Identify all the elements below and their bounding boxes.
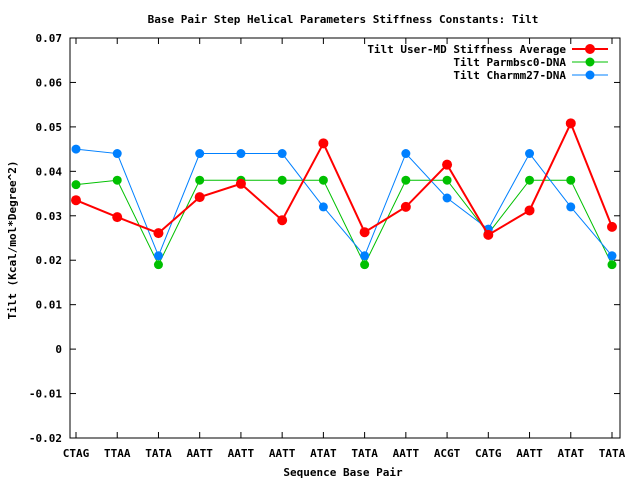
data-point (400, 201, 411, 212)
data-point (442, 175, 452, 185)
legend-label: Tilt Parmbsc0-DNA (453, 56, 566, 69)
legend-swatch-point (585, 57, 595, 67)
data-point (607, 221, 617, 232)
x-tick-label: AATT (228, 447, 255, 460)
y-tick-label: -0.01 (29, 388, 62, 401)
data-point (360, 260, 370, 270)
data-point (359, 227, 370, 238)
data-point (483, 229, 494, 240)
data-point (71, 180, 81, 190)
series-line (75, 148, 613, 258)
x-axis: CTAG TTAA TATA AATT AATT AATT ATAT TATA AATT ACGT… (63, 38, 626, 460)
y-tick-label: 0.03 (36, 210, 63, 223)
data-point (277, 175, 287, 185)
data-point (524, 205, 535, 216)
series-2 (71, 144, 617, 261)
series-0 (71, 118, 617, 240)
x-tick-label: TATA (145, 447, 172, 460)
y-tick-label: 0 (55, 343, 62, 356)
data-point (195, 175, 205, 185)
series-line (75, 120, 613, 237)
legend-swatch-point (585, 70, 595, 80)
data-point (401, 175, 411, 185)
data-point (153, 228, 164, 239)
data-point (112, 149, 122, 159)
data-point (401, 149, 411, 159)
data-point (71, 195, 81, 206)
legend-label: Tilt User-MD Stiffness Average (367, 43, 566, 56)
x-axis-label: Sequence Base Pair (283, 466, 403, 479)
data-point (607, 251, 617, 261)
y-tick-label: 0.06 (36, 76, 63, 89)
data-point (235, 178, 246, 189)
data-point (236, 149, 246, 159)
data-point (360, 251, 370, 261)
data-point (442, 159, 453, 170)
x-tick-label: AATT (269, 447, 296, 460)
data-point (442, 193, 452, 203)
series-1 (71, 175, 617, 270)
data-point (277, 149, 287, 159)
data-point (318, 175, 328, 185)
data-point (318, 202, 328, 212)
data-point (607, 260, 617, 270)
series-line (75, 179, 613, 266)
data-point (194, 192, 205, 203)
legend-swatch-point (585, 44, 595, 54)
data-point (112, 175, 122, 185)
x-tick-label: TATA (351, 447, 378, 460)
legend-label: Tilt Charmm27-DNA (453, 69, 566, 82)
x-tick-label: AATT (393, 447, 420, 460)
x-tick-label: TTAA (104, 447, 131, 460)
x-tick-label: ACGT (434, 447, 461, 460)
data-point (112, 212, 123, 223)
y-tick-label: 0.05 (36, 121, 63, 134)
data-point (565, 118, 576, 129)
data-point (318, 138, 329, 149)
data-point (525, 175, 535, 185)
y-tick-label: 0.02 (36, 254, 63, 267)
y-tick-label: 0.04 (36, 165, 63, 178)
data-point (566, 202, 576, 212)
data-point (71, 144, 81, 154)
y-tick-label: 0.07 (36, 32, 63, 45)
data-point (566, 175, 576, 185)
y-tick-label: 0.01 (36, 299, 63, 312)
x-tick-label: AATT (516, 447, 543, 460)
chart-title: Base Pair Step Helical Parameters Stiffn… (148, 13, 539, 26)
data-point (153, 260, 163, 270)
data-point (277, 215, 288, 226)
series-layer (71, 118, 617, 270)
y-axis-label: Tilt (Kcal/mol*Degree^2) (6, 161, 19, 320)
x-tick-label: TATA (599, 447, 626, 460)
x-tick-label: ATAT (558, 447, 585, 460)
x-tick-label: ATAT (310, 447, 337, 460)
y-tick-label: -0.02 (29, 432, 62, 445)
data-point (525, 149, 535, 159)
y-axis: -0.02 -0.01 0 0.01 0.02 0.03 0.04 0.05 0.06 0.07 (29, 32, 620, 445)
x-tick-label: AATT (186, 447, 213, 460)
plot-frame (69, 37, 621, 439)
data-point (153, 251, 163, 261)
x-tick-label: CTAG (63, 447, 90, 460)
x-tick-label: CATG (475, 447, 502, 460)
data-point (195, 149, 205, 159)
